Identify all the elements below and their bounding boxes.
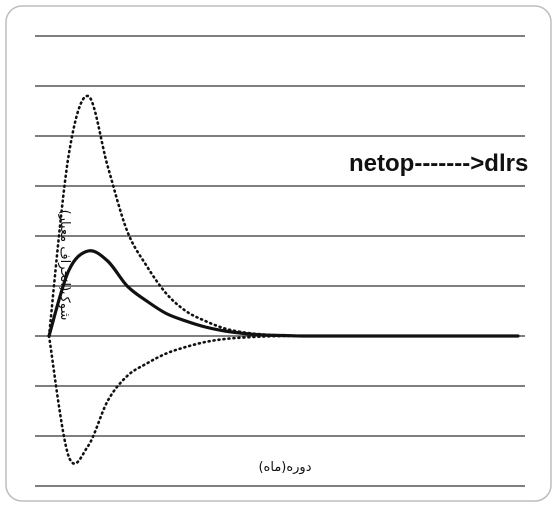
chart-border [5, 5, 552, 502]
y-axis-label: شوک(انحراف معیار) [57, 210, 72, 321]
grid-lines [35, 35, 525, 487]
series-group [47, 94, 520, 465]
x-axis-label: دوره(ماه) [258, 460, 311, 475]
chart-annotation: netop------->dlrs [349, 150, 528, 177]
lower-confidence-line [47, 334, 520, 465]
